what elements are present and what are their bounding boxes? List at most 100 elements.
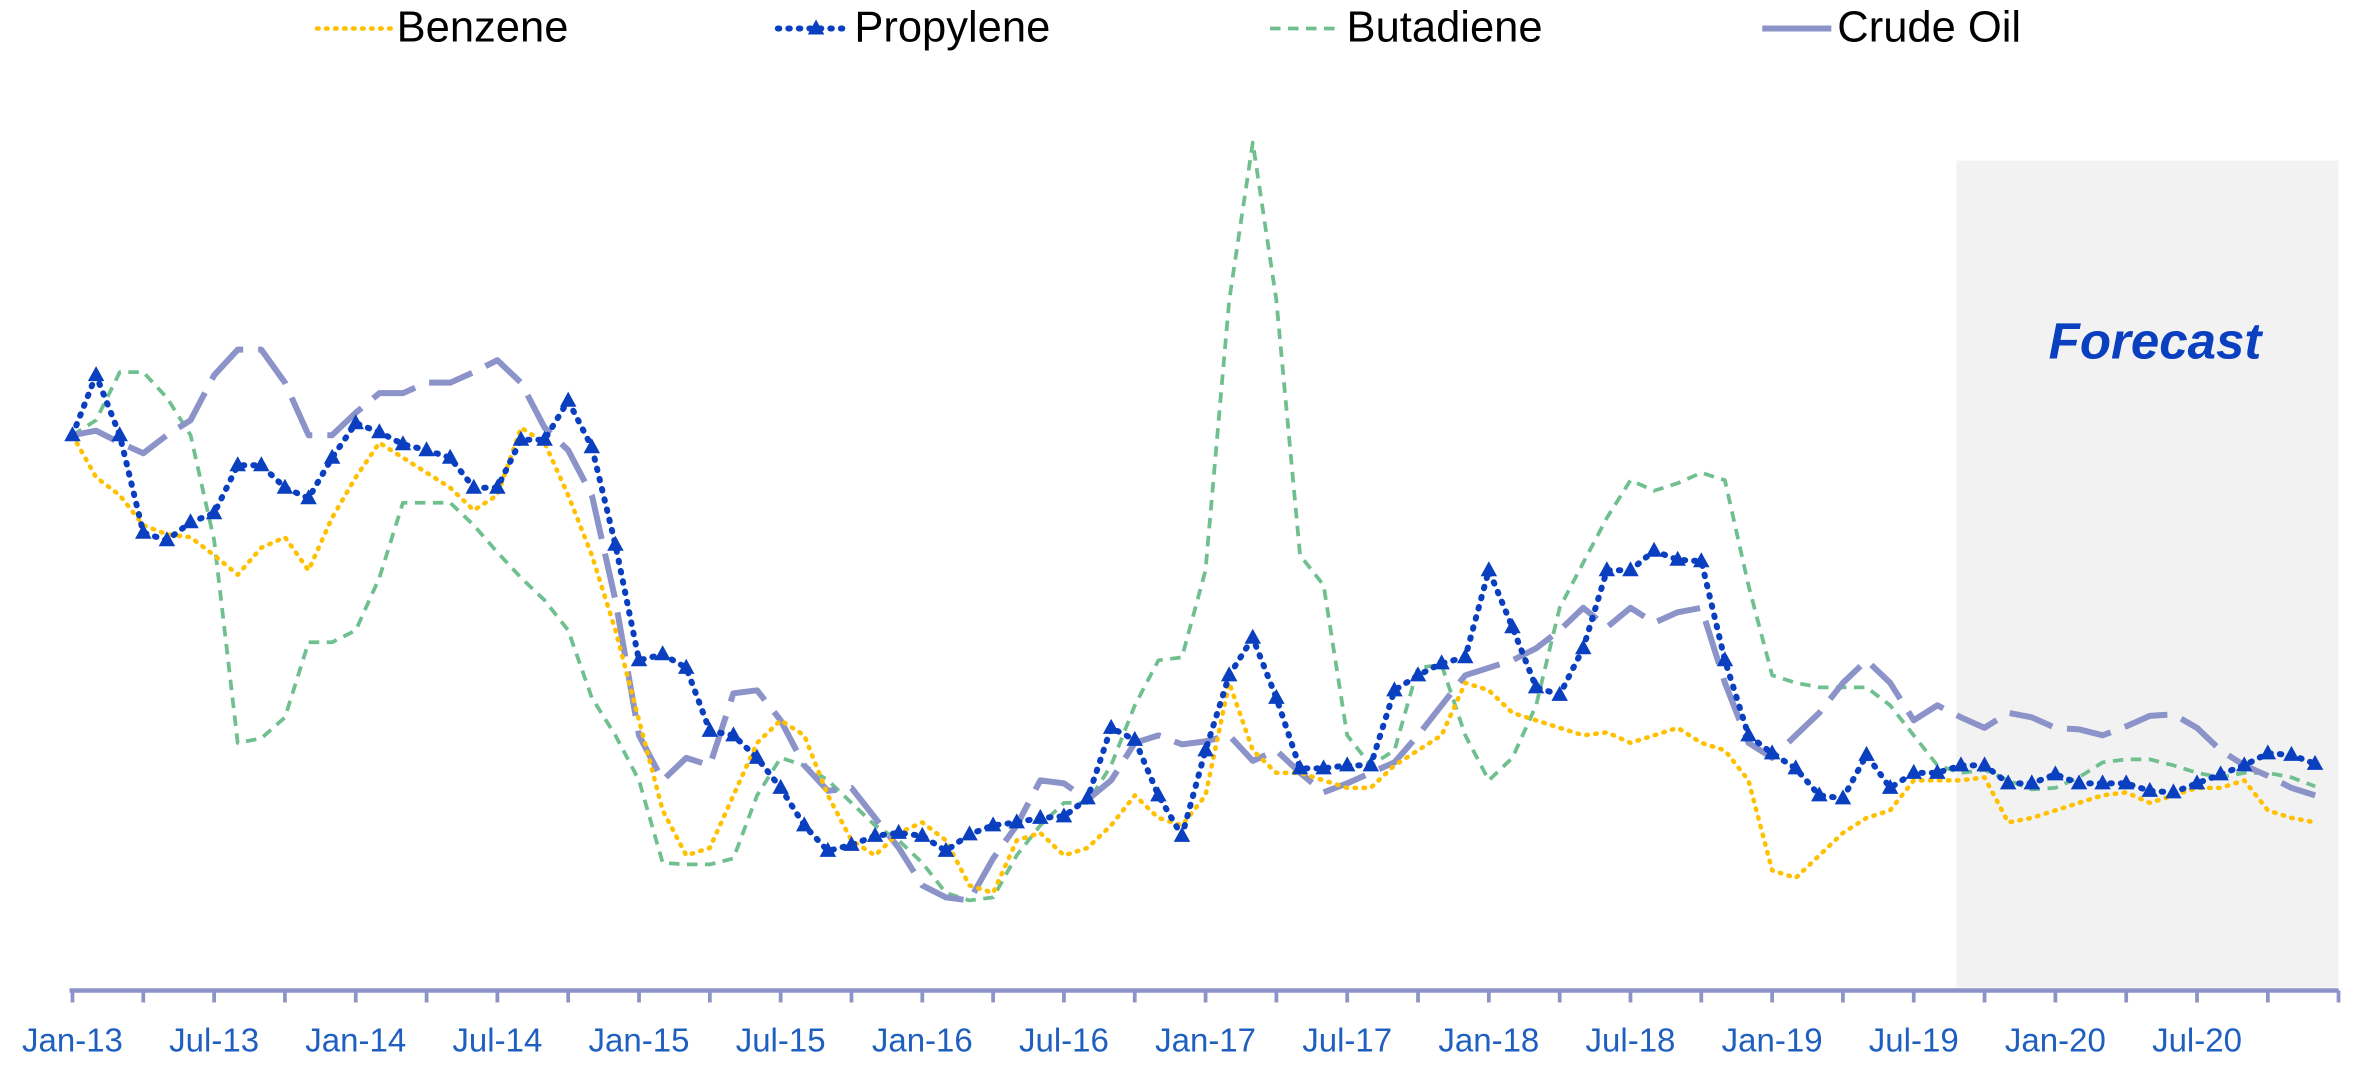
data-point: [677, 658, 695, 674]
x-tick-label: Jan-19: [1722, 1022, 1823, 1059]
data-point: [229, 456, 246, 472]
forecast-label: Forecast: [2049, 313, 2264, 370]
data-point: [418, 441, 435, 457]
data-point: [465, 478, 483, 494]
legend-label: Butadiene: [1347, 4, 1543, 52]
data-point: [1102, 718, 1120, 734]
data-point: [1197, 741, 1214, 757]
data-point: [1386, 681, 1403, 697]
data-point: [890, 823, 907, 839]
x-tick-label: Jan-15: [589, 1022, 690, 1059]
data-point: [1858, 745, 1875, 761]
data-point: [1055, 807, 1073, 823]
data-point: [111, 426, 128, 442]
data-point: [253, 456, 270, 472]
x-tick-label: Jul-13: [169, 1022, 259, 1059]
data-point: [1032, 808, 1049, 824]
data-point: [64, 426, 81, 442]
data-point: [866, 826, 884, 842]
data-point: [2283, 745, 2300, 761]
data-point: [347, 414, 365, 430]
data-point: [701, 721, 719, 737]
data-point: [1881, 778, 1899, 794]
legend-label: Propylene: [854, 4, 1050, 52]
data-point: [1173, 826, 1191, 842]
data-point: [2235, 756, 2253, 772]
data-point: [1244, 628, 1262, 644]
data-point: [2306, 754, 2324, 770]
series-line: [71, 346, 2317, 904]
data-point: [2047, 765, 2064, 781]
data-point: [1952, 756, 1970, 772]
data-point: [1622, 561, 1639, 577]
legend-marker: [807, 19, 825, 35]
data-point: [607, 535, 624, 551]
data-point: [323, 448, 341, 464]
data-point: [276, 478, 294, 494]
data-point: [1669, 550, 1686, 566]
data-point: [205, 504, 223, 520]
x-tick-label: Jan-17: [1155, 1022, 1256, 1059]
x-tick-label: Jul-15: [736, 1022, 826, 1059]
x-tick-label: Jul-17: [1302, 1022, 1392, 1059]
data-point: [1598, 561, 1616, 577]
x-tick-label: Jan-16: [872, 1022, 973, 1059]
data-point: [1716, 651, 1734, 667]
data-point: [182, 513, 199, 529]
data-point: [394, 435, 412, 451]
data-point: [654, 645, 671, 661]
x-tick-label: Jan-20: [2005, 1022, 2106, 1059]
data-point: [1527, 678, 1545, 694]
data-point: [961, 825, 978, 841]
series-line: [71, 140, 2316, 903]
data-point: [796, 816, 813, 832]
data-point: [1220, 666, 1238, 682]
data-point: [1150, 786, 1167, 802]
data-point: [630, 651, 648, 667]
data-point: [1291, 759, 1309, 775]
data-point: [1740, 726, 1757, 742]
data-point: [2212, 765, 2229, 781]
data-point: [87, 366, 105, 382]
data-point: [1999, 774, 2017, 790]
data-point: [1763, 744, 1781, 760]
data-point: [1929, 763, 1946, 779]
data-point: [843, 835, 860, 851]
data-point: [1362, 756, 1380, 772]
data-point: [1811, 786, 1828, 802]
data-point: [819, 841, 837, 857]
x-tick-label: Jan-18: [1438, 1022, 1539, 1059]
data-point: [1787, 759, 1804, 775]
data-point: [984, 816, 1002, 832]
x-tick-label: Jul-16: [1019, 1022, 1109, 1059]
data-point: [1551, 685, 1568, 701]
x-tick-label: Jul-18: [1586, 1022, 1676, 1059]
data-point: [1126, 730, 1144, 746]
data-point: [2023, 774, 2041, 790]
data-point: [1480, 561, 1498, 577]
data-point: [1079, 789, 1096, 805]
data-point: [2188, 774, 2206, 790]
data-point: [1575, 639, 1592, 655]
legend-label: Crude Oil: [1837, 4, 2021, 52]
x-tick-label: Jul-14: [452, 1022, 542, 1059]
data-point: [1268, 688, 1285, 704]
data-point: [371, 423, 388, 439]
x-tick-label: Jan-13: [22, 1022, 123, 1059]
data-point: [583, 438, 601, 454]
data-point: [1433, 654, 1450, 670]
x-tick-label: Jul-19: [1869, 1022, 1959, 1059]
data-point: [512, 430, 530, 446]
data-point: [2141, 781, 2159, 797]
data-point: [914, 826, 931, 842]
data-point: [1409, 666, 1427, 682]
data-point: [1976, 756, 1993, 772]
legend-label: Benzene: [397, 4, 569, 52]
data-point: [489, 478, 506, 494]
data-point: [1504, 618, 1521, 634]
data-point: [135, 523, 152, 539]
data-point: [300, 489, 317, 505]
data-point: [559, 391, 577, 407]
data-point: [937, 841, 955, 857]
